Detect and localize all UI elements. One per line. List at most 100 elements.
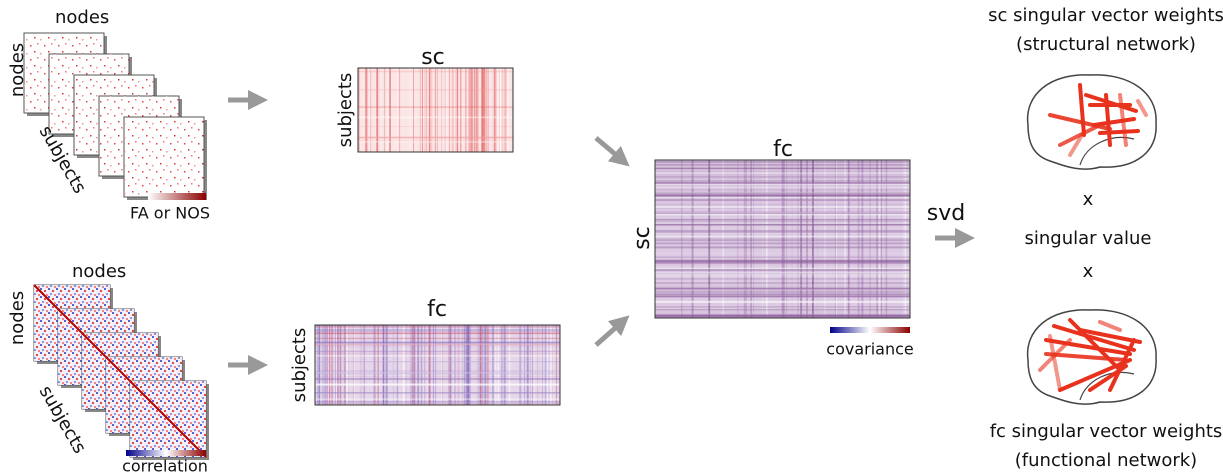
stripe <box>315 370 560 372</box>
stripe <box>857 160 859 318</box>
connection <box>1044 338 1132 356</box>
stripe <box>315 330 560 332</box>
stripe <box>476 68 478 152</box>
stripe <box>655 222 910 225</box>
stripe <box>507 68 509 152</box>
stripe <box>655 285 910 287</box>
title: fc <box>427 297 447 322</box>
stripe <box>655 275 910 277</box>
stripe <box>484 325 487 405</box>
stripe <box>315 325 560 327</box>
brain <box>1026 74 1157 170</box>
stripe <box>655 272 910 274</box>
label: FA or NOS <box>130 204 210 223</box>
stripe <box>655 192 910 195</box>
stripe <box>467 325 470 405</box>
stripe <box>745 160 747 318</box>
stripe <box>414 325 416 405</box>
stripe <box>552 325 554 405</box>
stripe <box>655 313 910 315</box>
stripe <box>494 68 497 152</box>
stripe <box>655 184 910 187</box>
stripe <box>861 160 864 318</box>
stripe <box>382 325 385 405</box>
stripe <box>449 325 451 405</box>
stripe <box>483 68 485 152</box>
stripe <box>417 325 420 405</box>
stripe <box>655 282 910 284</box>
stripe <box>315 384 560 386</box>
stripe <box>327 325 329 405</box>
stripe <box>348 325 349 405</box>
stripe <box>493 68 495 152</box>
stripe <box>655 289 910 291</box>
stripe <box>655 314 910 316</box>
stripe <box>315 372 560 373</box>
stripe <box>495 68 497 152</box>
stripe <box>358 141 513 143</box>
label: nodes <box>55 7 109 28</box>
stripe <box>655 199 910 201</box>
stripe <box>324 325 327 405</box>
brain <box>1026 309 1157 405</box>
stripe <box>340 325 342 405</box>
stripe <box>655 316 910 318</box>
stripe <box>655 183 910 186</box>
stripe <box>360 325 362 405</box>
diagonal <box>129 380 207 458</box>
stripe <box>498 68 500 152</box>
stripe <box>544 325 547 405</box>
stripe <box>655 314 910 317</box>
stripe <box>655 168 910 170</box>
stripe <box>440 325 443 405</box>
stripe <box>885 160 888 318</box>
colorbar <box>126 450 206 456</box>
stripe <box>469 325 471 405</box>
connection <box>1136 99 1148 117</box>
stripe <box>466 68 467 152</box>
stripe <box>422 68 423 152</box>
stripe <box>655 212 910 214</box>
stripe <box>358 116 513 119</box>
stripe <box>427 325 429 405</box>
stripe <box>655 206 910 208</box>
stripe <box>492 325 495 405</box>
label: nodes <box>7 291 28 345</box>
stripe <box>529 325 531 405</box>
stripe <box>881 160 882 318</box>
stripe <box>811 160 814 318</box>
stripe <box>481 325 483 405</box>
stripe <box>478 325 480 405</box>
stripe <box>428 325 431 405</box>
stripe <box>412 68 414 152</box>
stripe <box>358 106 513 108</box>
stripe <box>879 160 880 318</box>
stripe <box>655 290 910 293</box>
stripe <box>542 325 543 405</box>
stripe <box>655 172 910 175</box>
stripe <box>315 393 560 394</box>
stripe <box>817 160 818 318</box>
stripe <box>463 325 466 405</box>
stripe <box>390 68 391 152</box>
stripe <box>324 325 326 405</box>
stripe <box>478 325 481 405</box>
stripe <box>411 325 414 405</box>
stripe <box>655 211 910 213</box>
stripe <box>402 325 405 405</box>
stripe <box>466 325 469 405</box>
stripe <box>441 325 443 405</box>
stripe <box>455 68 456 152</box>
connection <box>1118 93 1128 147</box>
stripe <box>847 160 850 318</box>
stripe <box>410 325 412 405</box>
stripe <box>655 192 910 193</box>
stripe <box>655 292 910 295</box>
stripe <box>487 68 489 152</box>
stripe <box>655 312 910 314</box>
stripe <box>655 285 910 288</box>
stripe <box>655 284 910 286</box>
label: covariance <box>826 340 913 359</box>
stripe <box>485 68 487 152</box>
stripe <box>655 242 910 245</box>
